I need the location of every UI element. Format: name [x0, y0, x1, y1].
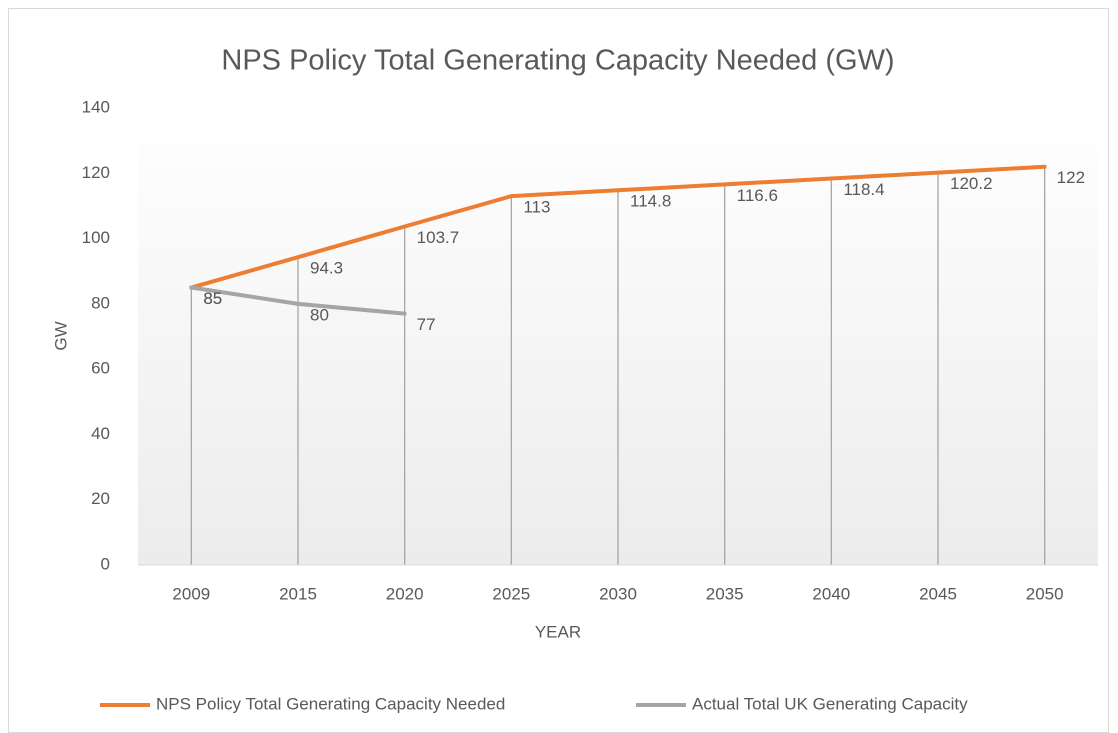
data-label: 120.2	[950, 174, 993, 193]
x-tick-label: 2030	[599, 584, 637, 603]
x-tick-label: 2035	[706, 584, 744, 603]
legend-label: NPS Policy Total Generating Capacity Nee…	[156, 694, 505, 713]
y-tick-label: 60	[91, 359, 110, 378]
y-tick-label: 20	[91, 489, 110, 508]
x-axis-label: YEAR	[535, 622, 581, 641]
series-line	[189, 285, 407, 316]
y-tick-label: 40	[91, 424, 110, 443]
data-label: 114.8	[630, 192, 671, 211]
data-label: 94.3	[310, 259, 343, 278]
data-label: 85	[203, 289, 222, 308]
y-tick-label: 80	[91, 293, 110, 312]
data-label: 103.7	[417, 228, 460, 247]
x-tick-label: 2050	[1026, 584, 1064, 603]
legend-label: Actual Total UK Generating Capacity	[692, 694, 968, 713]
y-tick-label: 100	[82, 228, 110, 247]
y-tick-label: 120	[82, 163, 110, 182]
y-tick-label: 0	[101, 554, 110, 573]
x-tick-label: 2015	[279, 584, 317, 603]
data-label: 122	[1057, 168, 1085, 187]
y-tick-label: 140	[82, 97, 110, 116]
y-axis-label: GW	[51, 321, 70, 350]
x-tick-label: 2020	[386, 584, 424, 603]
x-tick-label: 2025	[492, 584, 530, 603]
data-label: 116.6	[737, 186, 778, 205]
data-label: 118.4	[843, 180, 884, 199]
x-tick-label: 2040	[812, 584, 850, 603]
data-label: 113	[523, 198, 550, 217]
series-line	[189, 164, 1047, 290]
x-tick-label: 2045	[919, 584, 957, 603]
data-label: 80	[310, 305, 329, 324]
x-tick-label: 2009	[172, 584, 210, 603]
data-label: 85	[203, 289, 222, 308]
data-label: 77	[417, 315, 436, 334]
chart-title: NPS Policy Total Generating Capacity Nee…	[221, 45, 894, 77]
